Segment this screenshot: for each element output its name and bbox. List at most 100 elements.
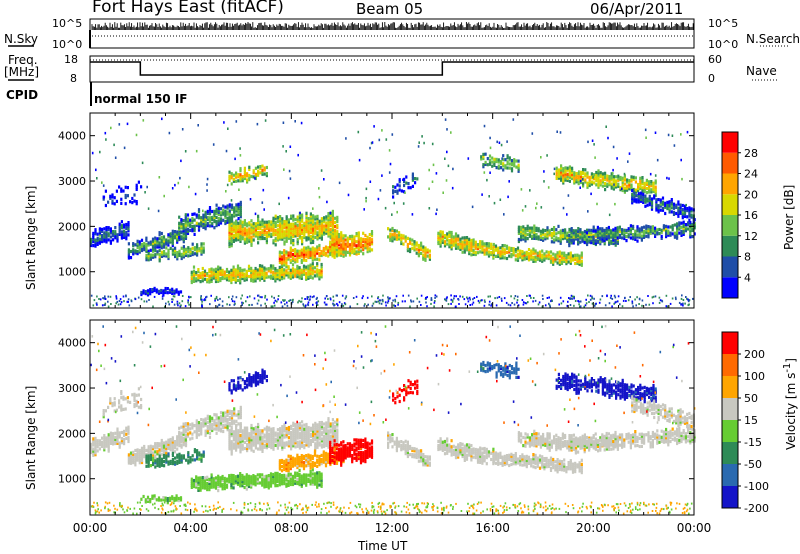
date-label: 06/Apr/2011	[590, 0, 684, 18]
echo-region	[127, 433, 188, 467]
colorbar-swatch	[722, 152, 738, 174]
freq-line	[90, 61, 694, 76]
nsky-label: N.Sky	[4, 32, 39, 46]
echo-region	[492, 242, 583, 267]
colorbar-tick-label: 16	[744, 209, 758, 222]
ytick-label: 4000	[58, 130, 86, 143]
nave-tick-high: 60	[708, 53, 722, 66]
time-tick-label: 04:00	[173, 521, 208, 535]
echo-region	[140, 494, 183, 505]
echo-region	[631, 189, 695, 224]
ytick-label: 3000	[58, 175, 86, 188]
time-tick-label: 00:00	[677, 521, 712, 535]
echo-region	[329, 437, 374, 467]
nsky-trace	[89, 22, 694, 48]
freq-unit: [MHz]	[4, 65, 40, 79]
freq-tick-high: 18	[64, 53, 78, 66]
echo-region	[387, 226, 431, 262]
echo-region	[492, 451, 583, 475]
echo-region	[228, 417, 339, 456]
time-tick-label: 16:00	[475, 521, 510, 535]
echo-region	[568, 426, 696, 455]
ytick-label: 4000	[58, 337, 86, 350]
colorbars: 28 24 20 16 12 8 4 200 100 50 15 -15 -50 -100 -200	[721, 131, 769, 515]
colorbar-swatch	[722, 486, 738, 508]
freq-label: Freq.	[8, 53, 38, 67]
colorbar-swatch	[722, 132, 738, 153]
colorbar-tick-label: -15	[744, 436, 762, 449]
ytick-label: 2000	[58, 220, 86, 233]
freq-trace	[90, 59, 694, 106]
echo-region	[102, 387, 143, 419]
freq-tick-low: 8	[70, 72, 77, 85]
colorbar-tick-label: 4	[744, 271, 751, 284]
velocity-colorbar: 200 100 50 15 -15 -50 -100 -200	[721, 331, 769, 515]
nave-label: Nave	[746, 64, 777, 78]
colorbar-swatch	[722, 235, 738, 257]
colorbar-tick-label: -50	[744, 458, 762, 471]
echo-region	[480, 360, 520, 380]
velocity-panel	[90, 324, 696, 515]
axes: 1000 2000 3000 4000 1000 2000 3000 4000 00:00 04:…	[58, 112, 712, 535]
colorbar-tick-label: 12	[744, 230, 758, 243]
colorbar-swatch	[722, 332, 738, 354]
colorbar-swatch	[722, 194, 738, 215]
time-tick-label: 08:00	[274, 521, 309, 535]
echo-region	[145, 242, 205, 263]
ytick-label: 1000	[58, 266, 86, 279]
colorbar-swatch	[722, 354, 738, 376]
colorbar-swatch	[722, 215, 738, 236]
power-panel	[90, 117, 696, 308]
echo-region	[145, 448, 205, 469]
echo-region	[140, 286, 183, 297]
colorbar-swatch	[722, 173, 738, 195]
nave-tick-low: 0	[708, 72, 715, 85]
colorbar-swatch	[722, 442, 738, 464]
freq-panel-frame	[89, 55, 695, 83]
nsearch-label: N.Search	[746, 32, 800, 46]
colorbar-swatch	[722, 464, 738, 486]
echo-region	[178, 200, 242, 240]
echo-region	[90, 425, 130, 457]
time-tick-label: 20:00	[576, 521, 611, 535]
speckle	[90, 117, 694, 308]
echo-region	[228, 164, 268, 186]
colorbar-tick-label: 200	[744, 348, 765, 361]
echo-region	[392, 172, 419, 199]
nsky-bars	[91, 22, 694, 30]
echo-region	[178, 405, 242, 444]
echo-region	[568, 218, 696, 248]
ytick-label: 3000	[58, 382, 86, 395]
colorbar-tick-label: 28	[744, 147, 758, 160]
colorbar-tick-label: 50	[744, 392, 758, 405]
power-frame	[89, 112, 695, 309]
colorbar-swatch	[722, 376, 738, 398]
echo-region	[190, 262, 323, 285]
nsearch-tick-high: 10^5	[708, 17, 739, 30]
time-tick-label: 12:00	[375, 521, 410, 535]
nsky-tick-low: 10^0	[52, 38, 83, 51]
time-axis-label: Time UT	[358, 539, 408, 553]
echo-region	[480, 152, 520, 173]
echo-region	[90, 220, 130, 248]
speckle	[90, 324, 696, 515]
cpid-label: CPID	[6, 88, 39, 102]
colorbar-tick-label: 8	[744, 251, 751, 264]
colorbar-tick-label: 24	[744, 168, 758, 181]
colorbar-tick-label: -100	[744, 480, 769, 493]
echo-region	[631, 395, 695, 429]
colorbar-swatch	[722, 256, 738, 278]
echo-region	[127, 226, 188, 260]
colorbar-swatch	[722, 420, 738, 442]
colorbar-swatch	[722, 277, 738, 298]
colorbar-tick-label: 15	[744, 414, 758, 427]
cpid-value: normal 150 IF	[94, 92, 188, 106]
power-colorbar: 28 24 20 16 12 8 4	[721, 131, 758, 299]
beam-label: Beam 05	[356, 0, 424, 18]
echo-region	[228, 209, 339, 249]
echo-region	[392, 379, 419, 405]
time-tick-label: 00:00	[73, 521, 108, 535]
colorbar-tick-label: 20	[744, 188, 758, 201]
echo-region	[228, 368, 268, 395]
